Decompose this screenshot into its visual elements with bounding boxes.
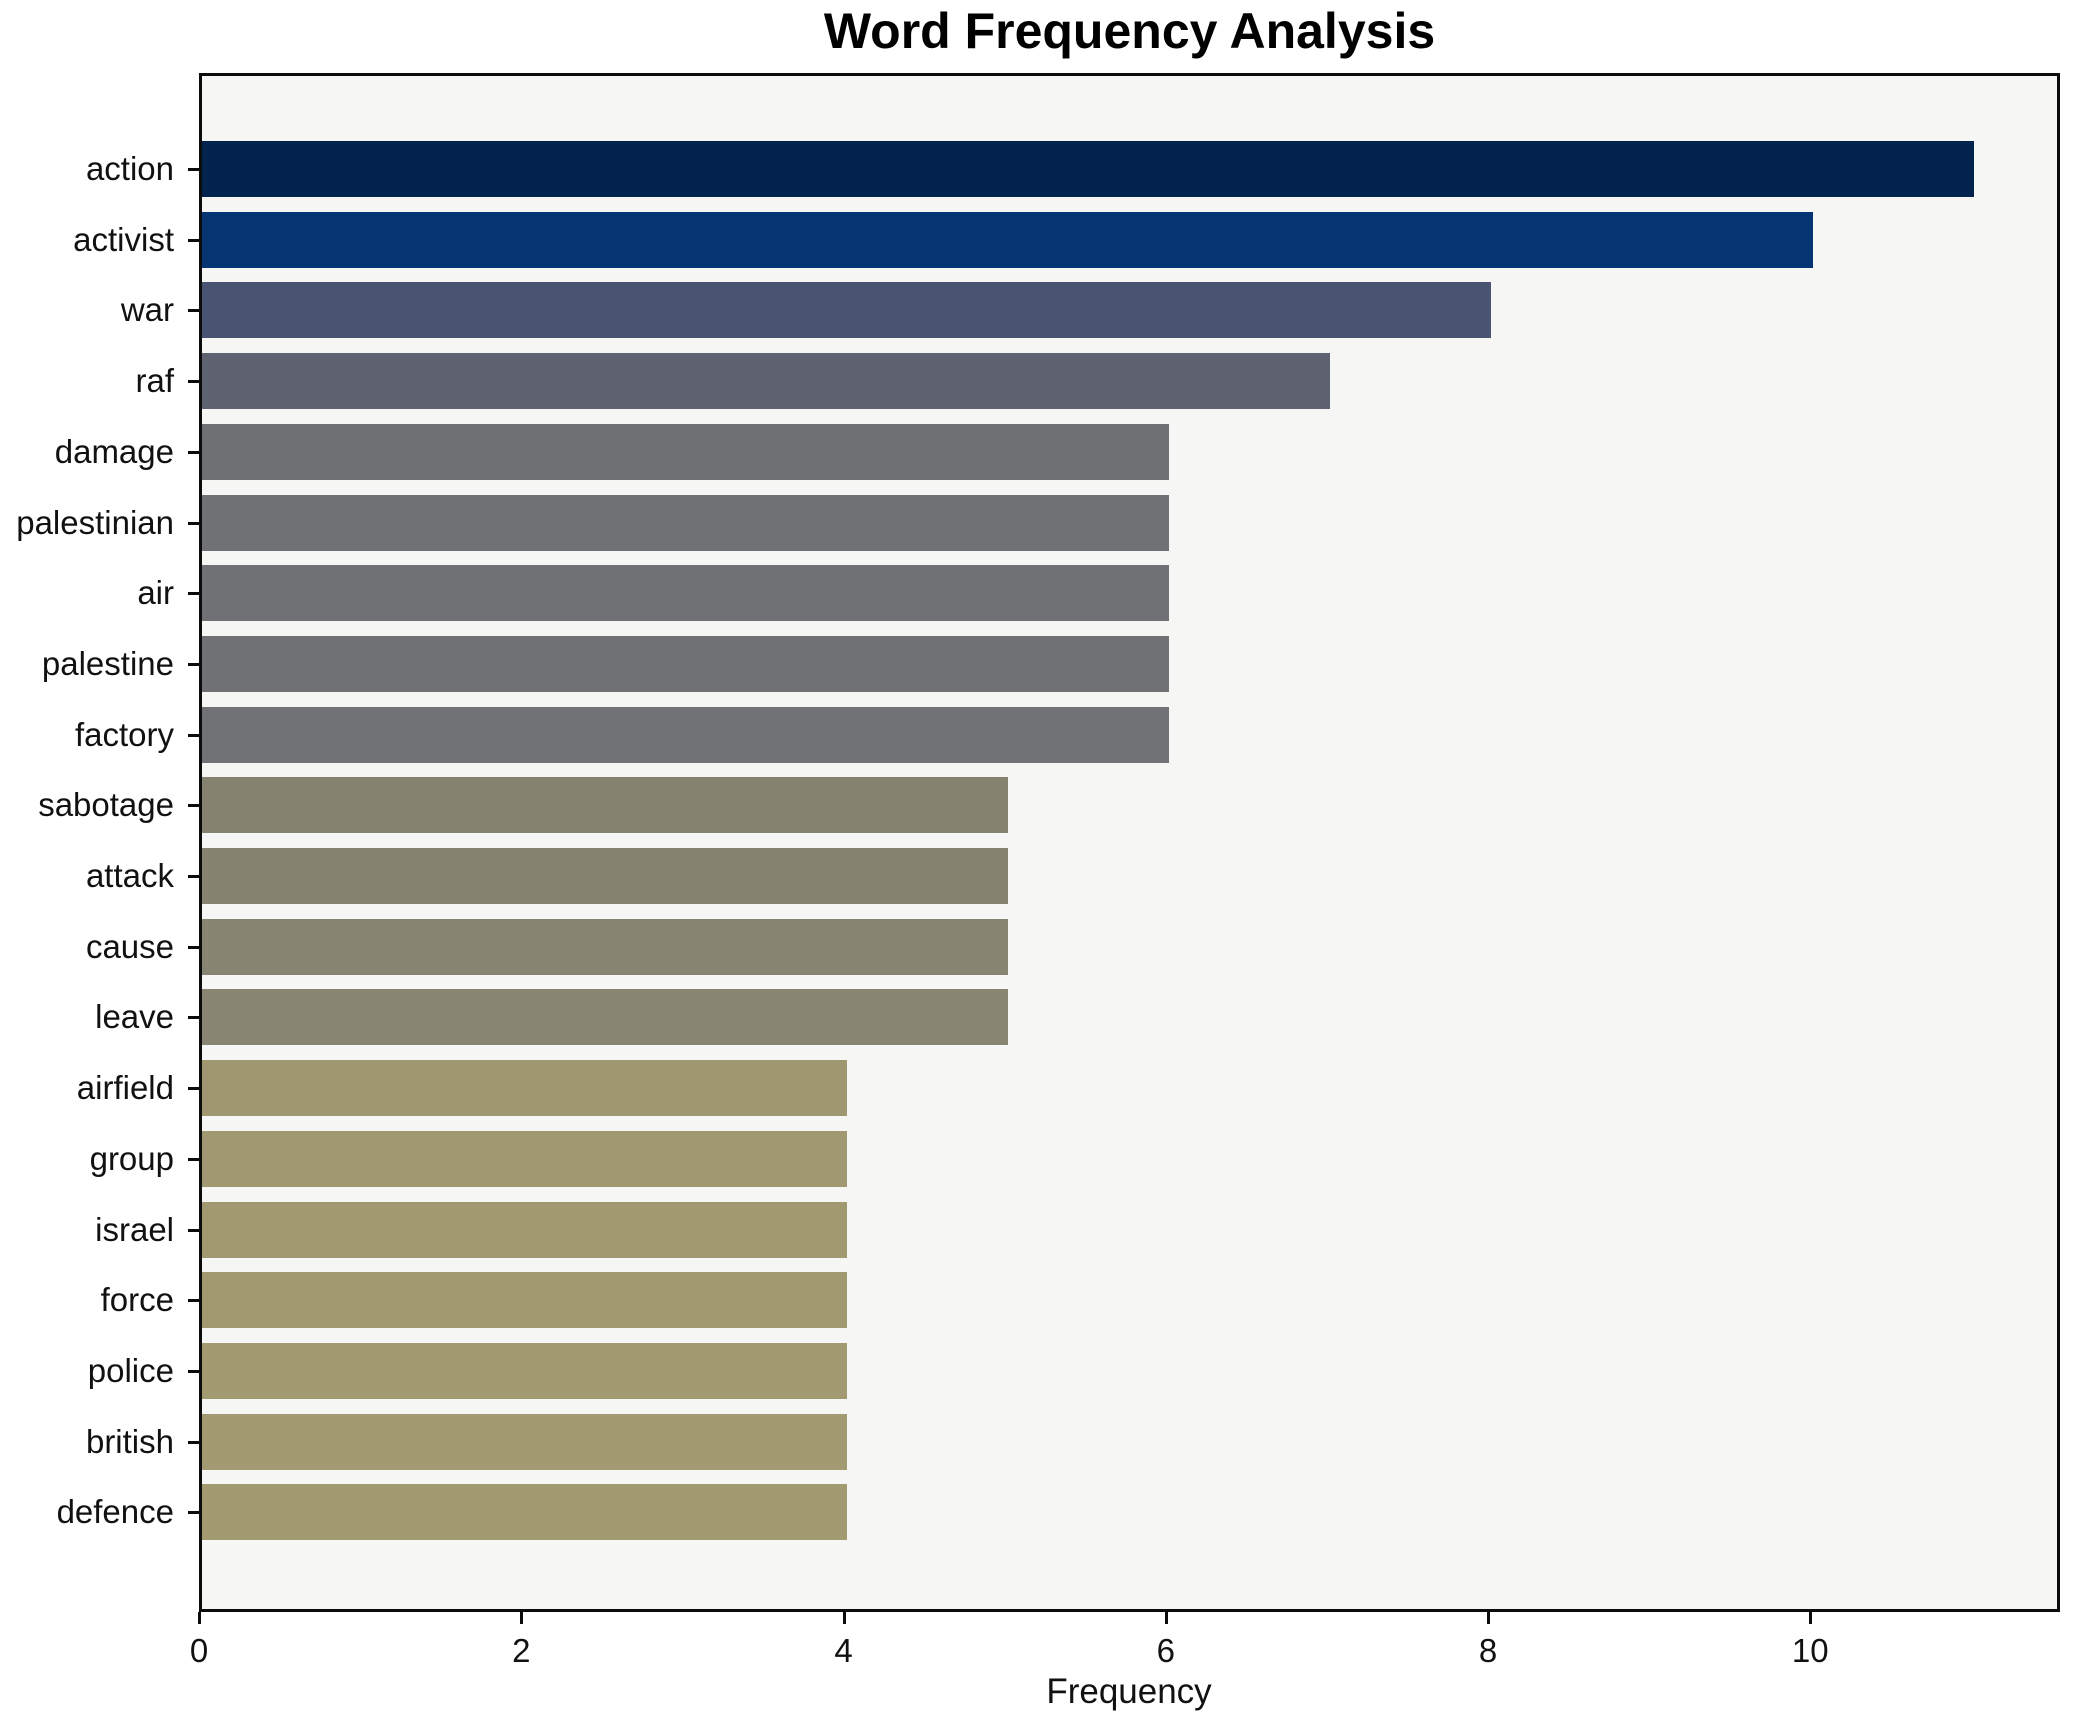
bar-airfield [202,1060,847,1117]
y-tick-mark [188,309,199,313]
bar-factory [202,706,1169,763]
y-tick-label: palestine [41,644,174,682]
y-tick-label: police [87,1351,174,1389]
x-tick-mark [1164,1612,1168,1624]
y-tick-mark [188,592,199,596]
x-tick-label: 10 [1791,1632,1829,1669]
y-tick-mark [188,945,199,949]
y-tick-label: group [89,1139,174,1177]
y-tick-label: cause [85,927,174,965]
x-tick-mark [842,1612,846,1624]
y-tick-label: activist [73,220,174,258]
x-tick-mark [520,1612,524,1624]
bar-group [202,1130,847,1187]
y-tick-mark [188,168,199,171]
bar-cause [202,918,1008,975]
y-tick-mark [188,1369,199,1373]
x-tick-label: 4 [834,1632,853,1669]
x-tick-label: 6 [1156,1632,1175,1669]
bar-palestine [202,635,1169,692]
y-tick-label: sabotage [38,786,174,824]
y-tick-label: defence [56,1493,174,1531]
x-axis-label: Frequency [1046,1672,1212,1711]
bar-police [202,1342,847,1399]
y-tick-label: air [137,574,174,612]
y-tick-mark [188,662,199,666]
bar-palestinian [202,494,1169,551]
bar-activist [202,211,1814,268]
x-tick-label: 0 [189,1632,209,1669]
y-tick-mark [188,238,199,242]
y-tick-label: israel [95,1210,174,1248]
y-tick-mark [188,521,199,525]
plot-area [199,73,2060,1612]
x-tick-mark [198,1612,201,1624]
bar-war [202,282,1491,339]
y-tick-label: damage [54,432,174,470]
y-tick-label: british [85,1422,174,1460]
x-tick-label: 8 [1478,1632,1498,1669]
y-tick-mark [188,1016,199,1020]
bar-raf [202,353,1330,410]
y-tick-label: attack [85,857,174,894]
y-tick-label: action [85,150,174,187]
bar-israel [202,1201,847,1258]
bar-air [202,565,1169,622]
bar-force [202,1272,847,1329]
bar-defence [202,1484,847,1541]
y-tick-mark [188,1511,199,1515]
y-tick-mark [188,804,199,808]
y-tick-label: leave [95,998,174,1036]
y-tick-label: airfield [76,1069,174,1107]
bar-action [202,141,1975,197]
bar-sabotage [202,777,1008,834]
y-tick-mark [188,733,199,737]
x-tick-mark [1809,1612,1813,1624]
y-tick-mark [188,1440,199,1444]
y-tick-mark [188,1228,199,1232]
y-tick-mark [188,875,199,878]
y-tick-label: war [120,291,174,329]
y-tick-mark [188,380,199,384]
x-tick-mark [1487,1612,1490,1624]
y-tick-mark [188,1087,199,1091]
y-tick-label: raf [135,362,174,400]
bar-damage [202,423,1169,480]
y-tick-mark [188,1157,199,1161]
y-tick-label: palestinian [16,503,174,541]
y-tick-label: factory [74,715,174,753]
chart-title: Word Frequency Analysis [823,3,1436,59]
bar-attack [202,848,1008,904]
y-tick-mark [188,1299,199,1303]
bar-british [202,1413,847,1470]
bar-leave [202,989,1008,1046]
x-tick-label: 2 [512,1632,531,1669]
y-tick-label: force [100,1281,174,1319]
y-tick-mark [188,450,199,454]
